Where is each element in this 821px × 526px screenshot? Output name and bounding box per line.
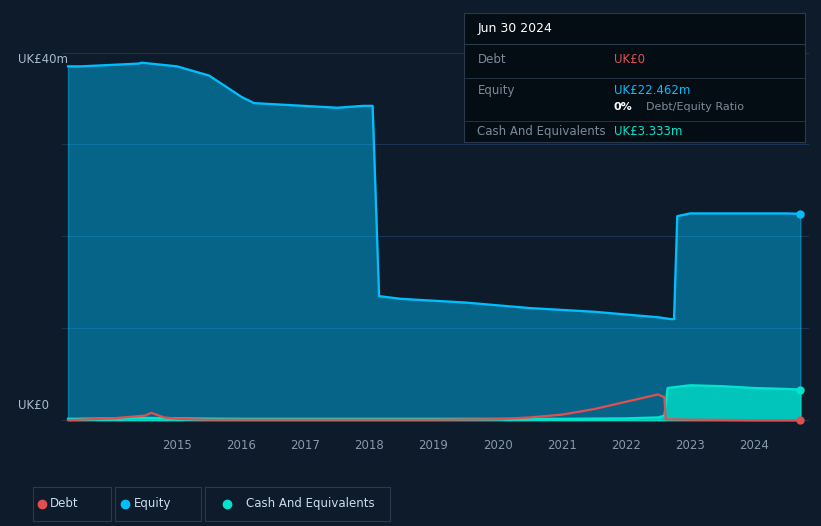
Text: UK£0: UK£0 <box>614 53 644 66</box>
Text: Cash And Equivalents: Cash And Equivalents <box>246 497 374 510</box>
Text: UK£3.333m: UK£3.333m <box>614 125 682 138</box>
Text: UK£22.462m: UK£22.462m <box>614 84 690 97</box>
Text: Equity: Equity <box>478 84 515 97</box>
Text: Cash And Equivalents: Cash And Equivalents <box>478 125 606 138</box>
Text: Jun 30 2024: Jun 30 2024 <box>478 22 553 35</box>
Text: Debt: Debt <box>50 497 79 510</box>
Text: Debt: Debt <box>478 53 506 66</box>
Text: UK£40m: UK£40m <box>18 53 68 66</box>
Text: UK£0: UK£0 <box>18 399 49 412</box>
Text: Equity: Equity <box>134 497 172 510</box>
Text: 0%: 0% <box>614 102 632 112</box>
Text: Debt/Equity Ratio: Debt/Equity Ratio <box>646 102 744 112</box>
